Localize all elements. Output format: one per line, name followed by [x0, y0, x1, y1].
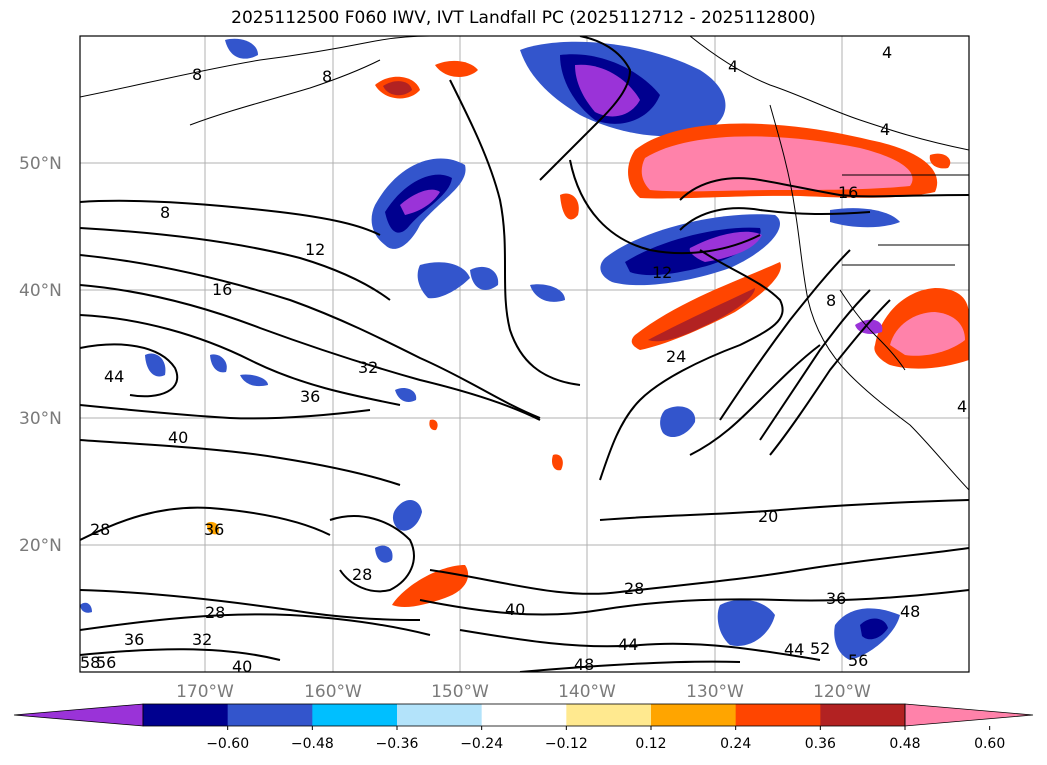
map-title: 2025112500 F060 IWV, IVT Landfall PC (20… — [231, 8, 816, 28]
positive-region-38n — [631, 262, 781, 350]
contour-label: 32 — [192, 630, 212, 649]
lat-label-20n: 20°N — [19, 536, 62, 556]
contour-label: 48 — [900, 602, 920, 621]
colorbar-arrow-left — [13, 703, 144, 727]
lat-label-50n: 50°N — [19, 154, 62, 174]
contour-label: 44 — [784, 640, 804, 659]
colorbar-arrow-right — [904, 703, 1034, 727]
contour-label: 12 — [652, 263, 672, 282]
negative-region-hawaii — [392, 500, 422, 531]
positive-region-15n — [392, 565, 469, 608]
colorbar-tick-label: −0.60 — [206, 736, 249, 752]
contour-label: 40 — [505, 600, 525, 619]
contour-label: 8 — [322, 67, 332, 86]
colorbar-segment — [227, 704, 313, 726]
map-frame — [79, 35, 970, 673]
contour-label: 28 — [624, 579, 644, 598]
colorbar-segment — [397, 704, 483, 726]
contour-label: 28 — [205, 603, 225, 622]
contour-label: 20 — [758, 507, 778, 526]
contour-label: 36 — [124, 630, 144, 649]
colorbar-segment — [735, 704, 821, 726]
contour-label: 28 — [352, 565, 372, 584]
contour-label: 40 — [168, 428, 188, 447]
contour-label: 4 — [957, 397, 967, 416]
contour-label: 48 — [574, 655, 594, 674]
lon-label-160w: 160°W — [304, 682, 362, 702]
colorbar-outline — [142, 703, 906, 727]
colorbar-segment — [312, 704, 398, 726]
contour-label: 44 — [104, 367, 124, 386]
contour-label: 8 — [192, 65, 202, 84]
lon-label-120w: 120°W — [813, 682, 871, 702]
contour-label: 4 — [880, 120, 890, 139]
colorbar-tick-label: 0.60 — [974, 736, 1005, 752]
colorbar-segment — [481, 704, 567, 726]
lon-label-150w: 150°W — [431, 682, 489, 702]
lon-label-140w: 140°W — [558, 682, 616, 702]
lon-label-130w: 130°W — [686, 682, 744, 702]
contour-label-group: 8 8 4 4 4 4 8 12 16 16 12 8 44 32 36 40 … — [80, 43, 967, 676]
colorbar-tick-label: −0.24 — [460, 736, 503, 752]
colorbar-tick-label: 0.12 — [635, 736, 666, 752]
contour-label: 4 — [882, 43, 892, 62]
contour-label: 8 — [160, 203, 170, 222]
colorbar-segment — [820, 704, 906, 726]
colorbar-segment — [143, 704, 229, 726]
map-panel: 8 8 4 4 4 4 8 12 16 16 12 8 44 32 36 40 … — [80, 36, 969, 676]
colorbar: −0.60 −0.48 −0.36 −0.24 −0.12 0.12 0.24 0.36 0.4… — [13, 703, 1034, 752]
iwv-contours — [80, 36, 969, 672]
colorbar-segment — [566, 704, 652, 726]
contour-label: 56 — [848, 651, 868, 670]
colorbar-tick-label: 0.48 — [889, 736, 920, 752]
longitude-labels: 170°W 160°W 150°W 140°W 130°W 120°W — [176, 682, 871, 702]
latitude-labels: 50°N 40°N 30°N 20°N — [19, 154, 62, 556]
colorbar-tick-label: −0.12 — [545, 736, 588, 752]
contour-label: 36 — [204, 520, 224, 539]
contour-label: 12 — [305, 240, 325, 259]
contour-label: 52 — [810, 639, 830, 658]
lat-label-30n: 30°N — [19, 409, 62, 429]
contour-label: 28 — [90, 520, 110, 539]
contour-label: 58 — [80, 653, 100, 672]
contour-label: 24 — [666, 347, 686, 366]
contour-label: 40 — [232, 657, 252, 676]
contour-label: 16 — [838, 183, 858, 202]
lat-label-40n: 40°N — [19, 281, 62, 301]
contour-label: 8 — [826, 291, 836, 310]
lon-label-170w: 170°W — [176, 682, 234, 702]
colorbar-tick-label: −0.48 — [291, 736, 334, 752]
contour-label: 36 — [300, 387, 320, 406]
colorbar-tick-label: −0.36 — [376, 736, 419, 752]
contour-label: 36 — [826, 589, 846, 608]
contour-label: 44 — [618, 635, 638, 654]
contour-label: 56 — [96, 653, 116, 672]
colorbar-tick-label: 0.36 — [805, 736, 836, 752]
contour-label: 4 — [728, 57, 738, 76]
colorbar-segment — [651, 704, 737, 726]
coastlines — [80, 36, 969, 491]
colorbar-tick-label: 0.24 — [720, 736, 751, 752]
contour-label: 16 — [212, 280, 232, 299]
contour-label: 32 — [358, 358, 378, 377]
